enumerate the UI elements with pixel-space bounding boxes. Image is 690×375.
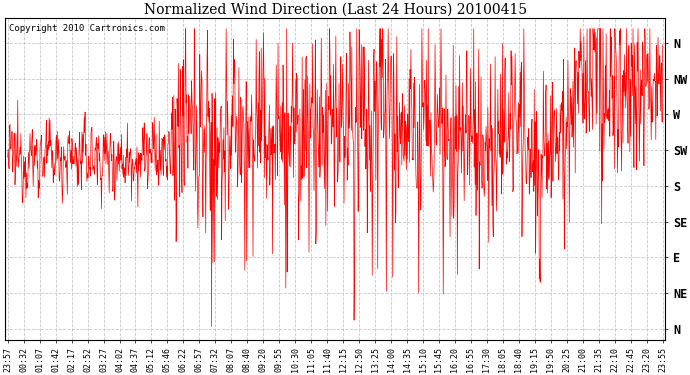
Title: Normalized Wind Direction (Last 24 Hours) 20100415: Normalized Wind Direction (Last 24 Hours…	[144, 3, 527, 17]
Text: Copyright 2010 Cartronics.com: Copyright 2010 Cartronics.com	[9, 24, 165, 33]
